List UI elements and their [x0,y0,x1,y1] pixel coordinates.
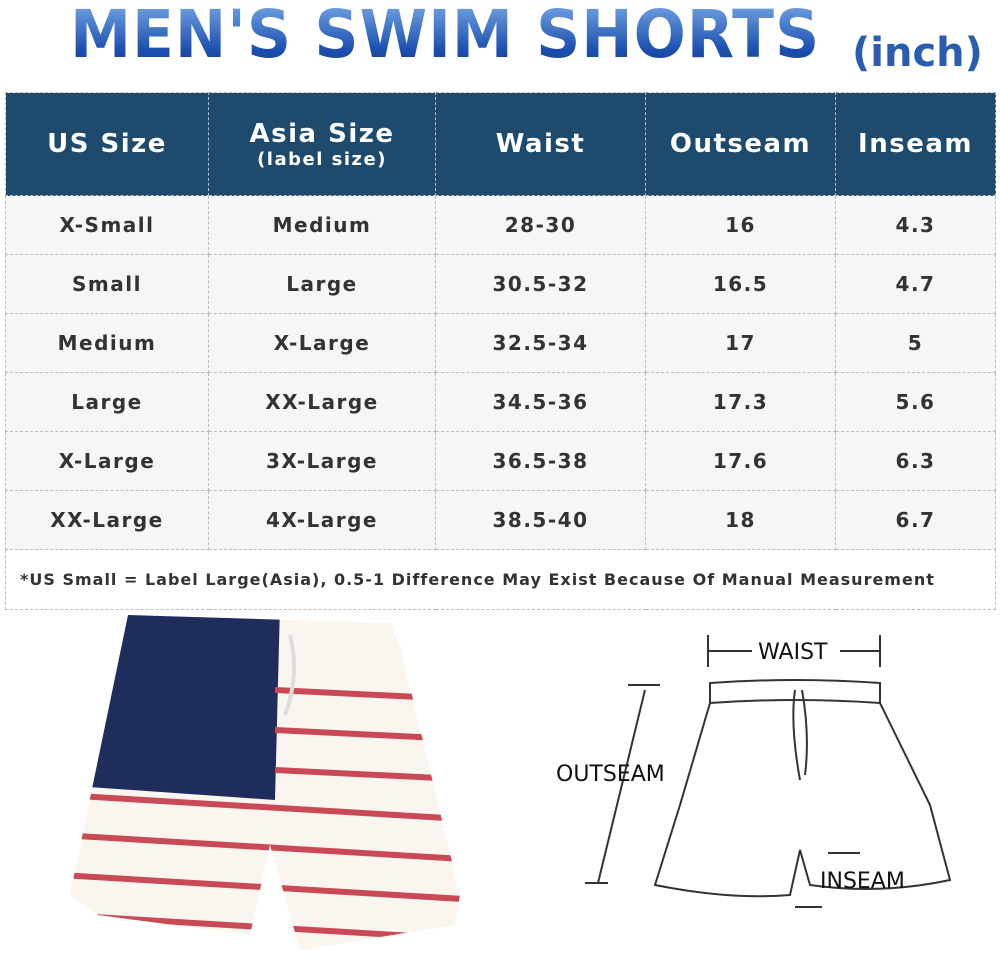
table-cell: 16 [645,195,836,255]
table-row: X-Small Medium 28-30 16 4.3 [5,195,996,255]
table-cell: 5.6 [835,372,996,432]
label-inseam: INSEAM [820,869,905,894]
header-cell: US Size [5,92,209,196]
table-cell: Large [208,254,436,314]
table-body: X-Small Medium 28-30 16 4.3 Small Large 30.5-32… [5,195,996,610]
title: MEN'S SWIM SHORTS [70,0,820,73]
table-cell: X-Large [208,313,436,373]
size-table: US Size Asia Size (label size) Waist Outs… [5,92,996,610]
table-row: XX-Large 4X-Large 38.5-40 18 6.7 [5,490,996,550]
table-cell: X-Small [5,195,209,255]
header-subtext: (label size) [257,148,387,170]
table-cell: Medium [5,313,209,373]
table-cell: 36.5-38 [435,431,646,491]
table-cell: 30.5-32 [435,254,646,314]
note-row: *US Small = Label Large(Asia), 0.5-1 Dif… [5,549,996,610]
header-cell: Waist [435,92,646,196]
diagram [585,635,952,908]
shorts-photo [70,615,460,950]
table-cell: 4.3 [835,195,996,255]
header-cell: Outseam [645,92,836,196]
table-row: X-Large 3X-Large 36.5-38 17.6 6.3 [5,431,996,491]
table-cell: 3X-Large [208,431,436,491]
header-text: Asia Size [249,118,395,149]
table-cell: 16.5 [645,254,836,314]
table-cell: XX-Large [5,490,209,550]
table-cell: 17.6 [645,431,836,491]
table-cell: X-Large [5,431,209,491]
table-cell: 28-30 [435,195,646,255]
table-cell: 18 [645,490,836,550]
table-cell: 32.5-34 [435,313,646,373]
table-cell: 17.3 [645,372,836,432]
unit: (inch) [852,30,983,76]
illustrations: WAIST OUTSEAM INSEAM [70,615,952,950]
table-cell: Large [5,372,209,432]
table-cell: 4.7 [835,254,996,314]
table-cell: 4X-Large [208,490,436,550]
table-row: Large XX-Large 34.5-36 17.3 5.6 [5,372,996,432]
table-cell: 38.5-40 [435,490,646,550]
table-cell: Medium [208,195,436,255]
table-cell: 34.5-36 [435,372,646,432]
table-cell: Small [5,254,209,314]
table-cell: XX-Large [208,372,436,432]
table-cell: 17 [645,313,836,373]
label-waist: WAIST [758,640,828,665]
table-row: Small Large 30.5-32 16.5 4.7 [5,254,996,314]
header-cell: Inseam [835,92,996,196]
table-cell: 5 [835,313,996,373]
note-cell: *US Small = Label Large(Asia), 0.5-1 Dif… [5,549,996,610]
table-cell: 6.3 [835,431,996,491]
header-cell: Asia Size (label size) [208,92,436,196]
table-cell: 6.7 [835,490,996,550]
table-row: Medium X-Large 32.5-34 17 5 [5,313,996,373]
label-outseam: OUTSEAM [556,762,665,787]
